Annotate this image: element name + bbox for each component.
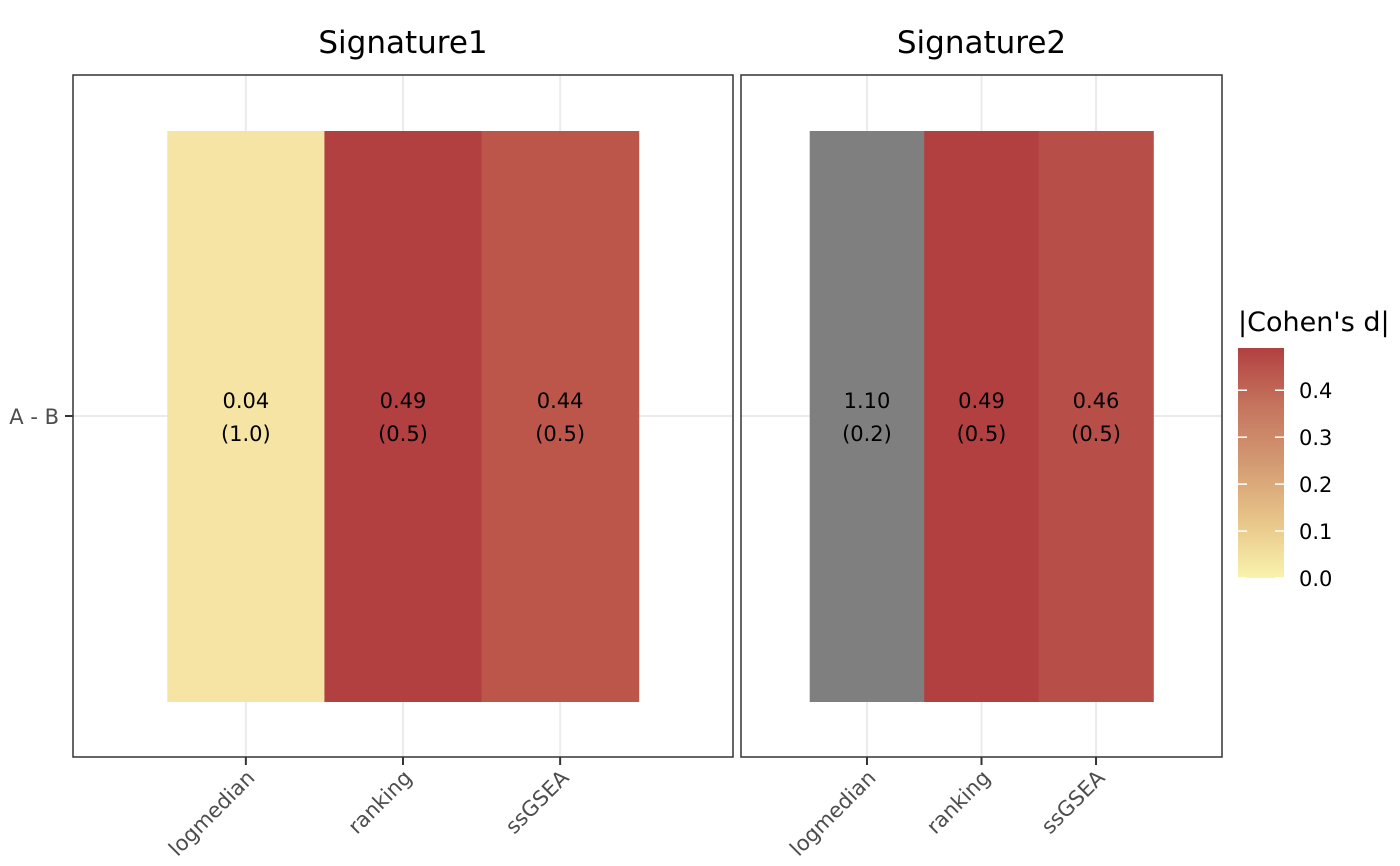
y-tick-label: A - B	[9, 405, 59, 429]
legend-title: |Cohen's d|	[1238, 307, 1390, 338]
color-legend: |Cohen's d| 0.0 0.1 0.2 0.3 0.4	[1238, 307, 1390, 591]
cell-value-label: 0.04	[222, 389, 269, 413]
cell-value-label: 1.10	[844, 389, 891, 413]
legend-tick-label: 0.4	[1299, 379, 1332, 403]
legend-tick-label: 0.3	[1299, 426, 1332, 450]
heatmap-cell-signature2-ssgsea	[1038, 131, 1154, 702]
cell-value-label: 0.46	[1073, 389, 1120, 413]
heatmap-cell-signature2-logmedian	[809, 131, 925, 702]
x-tick-label: ranking	[343, 766, 416, 839]
cell-value-label: 0.49	[380, 389, 427, 413]
heatmap-cell-signature2-ranking	[924, 131, 1040, 702]
facet-panel-1: 0.04 (1.0) 0.49 (0.5) 0.44 (0.5) Signature1 log…	[72, 25, 734, 861]
heatmap-cell-signature1-ssgsea	[481, 131, 640, 702]
x-tick-label: ssGSEA	[501, 765, 574, 838]
cell-pvalue-label: (0.5)	[1071, 422, 1121, 446]
cell-pvalue-label: (0.2)	[842, 422, 892, 446]
cell-value-label: 0.49	[958, 389, 1005, 413]
x-tick-label: logmedian	[785, 766, 880, 861]
cell-pvalue-label: (0.5)	[535, 422, 585, 446]
legend-tick-label: 0.1	[1299, 520, 1332, 544]
legend-tick-label: 0.0	[1299, 567, 1332, 591]
cell-pvalue-label: (1.0)	[221, 422, 271, 446]
facet-panel-2: 1.10 (0.2) 0.49 (0.5) 0.46 (0.5) Signature2 log…	[740, 25, 1223, 861]
cell-pvalue-label: (0.5)	[378, 422, 428, 446]
legend-tick-label: 0.2	[1299, 473, 1332, 497]
heatmap-cell-signature1-logmedian	[167, 131, 325, 702]
facet-panels: 0.04 (1.0) 0.49 (0.5) 0.44 (0.5) Signature1 log…	[72, 25, 1223, 861]
cell-value-label: 0.44	[537, 389, 584, 413]
y-axis: A - B	[9, 405, 73, 429]
legend-colorbar	[1238, 348, 1284, 578]
x-tick-label: ssGSEA	[1037, 765, 1110, 838]
x-tick-label: ranking	[922, 766, 995, 839]
facet-title: Signature1	[318, 25, 487, 61]
x-tick-label: logmedian	[164, 766, 259, 861]
facet-title: Signature2	[897, 25, 1066, 61]
heatmap-cell-signature1-ranking	[324, 131, 483, 702]
cell-pvalue-label: (0.5)	[957, 422, 1007, 446]
